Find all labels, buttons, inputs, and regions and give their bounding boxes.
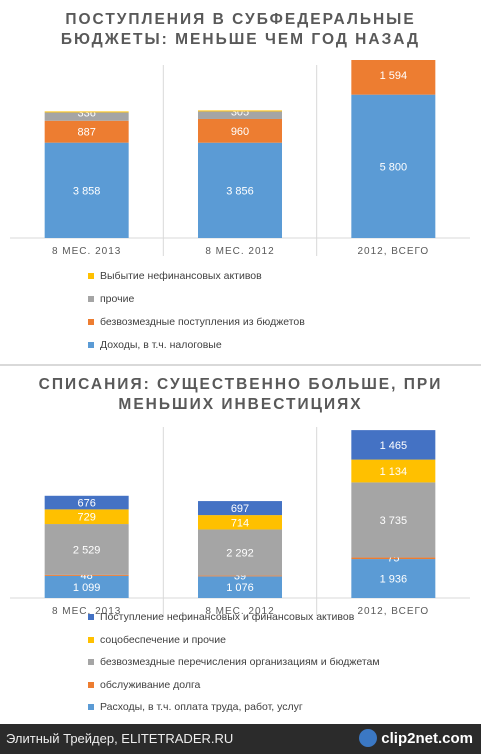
chart-title-2-line1: СПИСАНИЯ: СУЩЕСТВЕННО БОЛЬШЕ, ПРИ <box>38 376 443 393</box>
data-label: 676 <box>77 498 95 510</box>
legend-item: Доходы, в т.ч. налоговые <box>88 339 222 351</box>
bar-segment <box>198 529 282 576</box>
data-label: 960 <box>231 126 249 138</box>
bar-segment <box>351 482 436 558</box>
chart-title-1-line2: БЮДЖЕТЫ: МЕНЬШЕ ЧЕМ ГОД НАЗАД <box>60 31 421 48</box>
chart-title-2: СПИСАНИЯ: СУЩЕСТВЕННО БОЛЬШЕ, ПРИ МЕНЬШИ… <box>0 375 481 415</box>
legend-swatch <box>88 681 94 688</box>
legend-label: Расходы, в т.ч. оплата труда, работ, усл… <box>100 701 303 713</box>
data-label: 887 <box>77 127 95 139</box>
data-label: 3 858 <box>73 185 101 197</box>
data-label: 697 <box>231 503 249 515</box>
legend-label: прочие <box>100 293 135 305</box>
legend-label: безвозмездные перечисления организациям … <box>100 656 380 668</box>
data-label: 1 465 <box>380 440 408 452</box>
bar-segment <box>44 111 129 113</box>
legend-label: Выбытие нефинансовых активов <box>100 270 262 282</box>
category-label: 8 МЕС. 2013 <box>52 606 121 617</box>
bar-segment <box>44 524 129 575</box>
bar-segment <box>351 459 436 483</box>
clip2net-logo-text: clip2net.com <box>381 729 473 747</box>
legend-label: Доходы, в т.ч. налоговые <box>100 339 222 351</box>
bar-segment <box>351 559 436 598</box>
bar-segment <box>198 515 282 530</box>
bar-segment <box>198 111 282 119</box>
bar-segment <box>351 430 436 460</box>
clip2net-logo: clip2net.com <box>359 729 473 747</box>
legend-swatch <box>88 296 94 302</box>
data-label: 1 594 <box>380 70 408 82</box>
category-label: 8 МЕС. 2013 <box>52 246 121 257</box>
chart-panel-2: СПИСАНИЯ: СУЩЕСТВЕННО БОЛЬШЕ, ПРИ МЕНЬШИ… <box>0 366 481 724</box>
bar-segment <box>44 574 129 576</box>
data-label: 1 099 <box>73 582 101 594</box>
category-label: 2012, ВСЕГО <box>357 606 429 617</box>
bar-segment <box>44 112 129 121</box>
data-label: 1 076 <box>226 582 254 594</box>
data-label: 2 529 <box>73 544 101 556</box>
legend-swatch <box>88 273 94 279</box>
category-label: 8 МЕС. 2012 <box>205 606 274 617</box>
bar-segment <box>351 94 436 239</box>
bar-segment <box>198 118 282 143</box>
data-label: 3 735 <box>380 515 408 527</box>
data-label: 1 936 <box>380 574 408 586</box>
legend-label: безвозмездные поступления из бюджетов <box>100 316 305 328</box>
data-label: 2 292 <box>226 548 254 560</box>
chart-legend-2: Поступление нефинансовых и финансовых ак… <box>0 611 481 723</box>
legend-item: обслуживание долга <box>88 679 200 691</box>
footer-bar: Элитный Трейдер, ELITETRADER.RU clip2net… <box>0 724 481 754</box>
legend-swatch <box>88 659 94 665</box>
legend-label: обслуживание долга <box>100 678 201 691</box>
legend-swatch <box>88 704 94 710</box>
bar-segment <box>198 576 282 598</box>
legend-label: Поступление нефинансовых и финансовых ак… <box>100 611 355 623</box>
legend-item: Выбытие нефинансовых активов <box>88 270 262 282</box>
legend-label: соцобеспечение и прочие <box>100 633 226 646</box>
chart-title-1-line1: ПОСТУПЛЕНИЯ В СУБФЕДЕРАЛЬНЫЕ <box>65 11 416 28</box>
data-label: 5 800 <box>380 161 408 173</box>
bar-segment <box>198 575 282 577</box>
legend-item: безвозмездные перечисления организациям … <box>88 656 380 668</box>
footer-source: Элитный Трейдер, ELITETRADER.RU <box>6 731 234 746</box>
bar-segment <box>351 60 436 95</box>
bar-segment <box>44 120 129 143</box>
chart-panel-1: ПОСТУПЛЕНИЯ В СУБФЕДЕРАЛЬНЫЕ БЮДЖЕТЫ: МЕ… <box>0 0 481 365</box>
category-label: 8 МЕС. 2012 <box>205 246 274 257</box>
chart-legend-1: Выбытие нефинансовых активов прочие безвоз… <box>0 270 481 360</box>
data-label: 3 856 <box>226 185 254 197</box>
data-label: 714 <box>231 517 249 529</box>
bar-segment <box>44 509 129 525</box>
legend-item: прочие <box>88 293 134 305</box>
data-label: 336 <box>77 107 95 119</box>
legend-swatch <box>88 636 94 643</box>
bar-segment <box>198 501 282 516</box>
data-label: 305 <box>231 106 249 118</box>
bar-segment <box>44 142 129 238</box>
bar-segment <box>44 575 129 598</box>
legend-item: Расходы, в т.ч. оплата труда, работ, усл… <box>88 701 303 713</box>
bar-segment <box>351 557 436 560</box>
data-label: 1 134 <box>380 466 408 478</box>
legend-swatch <box>88 614 94 620</box>
legend-item: безвозмездные поступления из бюджетов <box>88 316 305 328</box>
category-label: 2012, ВСЕГО <box>357 246 429 257</box>
clip2net-logo-icon <box>359 729 378 747</box>
legend-swatch <box>88 342 94 348</box>
legend-item: соцобеспечение и прочие <box>88 634 226 646</box>
bar-segment <box>44 495 129 510</box>
bar-segment <box>198 142 282 238</box>
legend-swatch <box>88 319 94 325</box>
legend-item: Поступление нефинансовых и финансовых ак… <box>88 611 354 623</box>
bar-segment <box>198 110 282 112</box>
chart-title-2-line2: МЕНЬШИХ ИНВЕСТИЦИЯХ <box>118 396 363 413</box>
data-label: 729 <box>77 512 95 524</box>
chart-title-1: ПОСТУПЛЕНИЯ В СУБФЕДЕРАЛЬНЫЕ БЮДЖЕТЫ: МЕ… <box>0 10 481 50</box>
chart-plot-1: 3 858 887 336 8 МЕС. 2013 3 856 960 305 8 МЕС. … <box>10 60 470 257</box>
section-divider <box>0 364 481 366</box>
